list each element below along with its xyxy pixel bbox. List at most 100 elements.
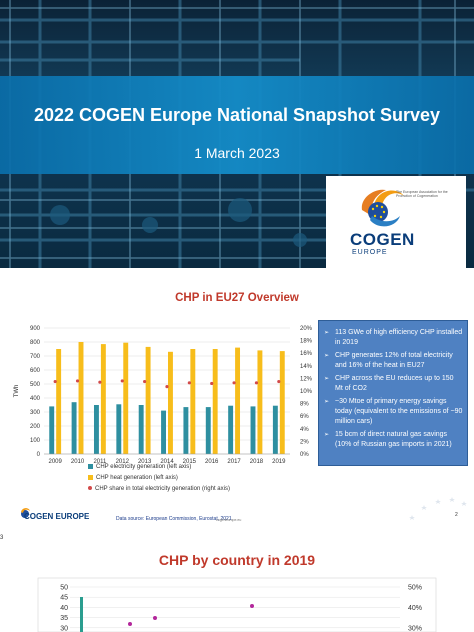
heat-bar [257,350,263,454]
title-slide: 2022 COGEN Europe National Snapshot Surv… [0,0,474,268]
fact-item: ➢ CHP generates 12% of total electricity … [319,351,463,371]
x-tick-label: 2014 [160,459,174,465]
share-point [277,379,281,384]
country-slide: CHP by country in 2019 50 45 40 35 30 50% 40% 3… [0,540,474,632]
chp-overview-chart: 0 100 200 300 400 500 600 700 800 900 0% 2% 4% 6% 8% 10… [14,326,313,465]
y-tick-label: 700 [30,354,41,360]
footer-logo-text: COGEN EUROPE [24,512,90,521]
arrow-bullet-icon: ➢ [324,399,330,405]
share-point [75,379,80,383]
legend-label: CHP share in total electricity generatio… [95,486,230,492]
heat-bar [56,349,62,454]
heat-bar [190,349,196,454]
fact-text: CHP across the EU reduces up to 150 Mt o… [335,375,454,392]
y2-tick-label: 0% [300,452,309,458]
cogen-swirl-icon [361,189,404,227]
y-tick-label: 300 [30,410,41,416]
y2-tick-label: 18% [300,339,313,345]
y2-tick-label: 40% [408,605,422,612]
slide-title: 2022 COGEN Europe National Snapshot Surv… [33,105,441,125]
y2-tick-label: 4% [300,427,309,433]
y-tick-label: 40 [60,605,68,612]
x-tick-label: 2018 [250,459,264,465]
x-tick-label: 2019 [272,459,286,465]
y-axis-title: TWh [14,385,20,398]
title-band [0,76,474,174]
electricity-bar [250,406,256,454]
y-tick-label: 35 [60,615,68,622]
heat-bar [78,342,84,454]
y2-tick-label: 10% [300,389,313,395]
legend-item: CHP heat generation (left axis) [88,475,178,481]
share-point [187,381,191,385]
key-facts-box: ➢ 113 GWe of high efficiency CHP installe… [318,320,468,466]
y2-tick-label: 2% [300,439,309,445]
y-tick-label: 600 [30,368,41,374]
y-tick-label: 50 [60,585,68,592]
page-number: 2 [455,512,458,518]
electricity-bar [116,404,122,454]
y-tick-label: 500 [30,382,41,388]
logo-subtext: EUROPE [352,249,388,256]
heat-bar [100,344,106,454]
eu-stars-decoration [409,497,467,520]
slide-date: 1 March 2023 [194,145,280,161]
logo-tagline: The European Association for the Promoti… [396,190,448,198]
country-share-point [153,616,157,620]
y-tick-label: 100 [30,438,41,444]
legend-label: CHP electricity generation (left axis) [96,464,192,471]
legend-item: CHP electricity generation (left axis) [88,464,191,470]
y2-tick-label: 50% [408,585,422,592]
share-point [120,379,124,383]
slide-title: CHP by country in 2019 [158,552,316,568]
source-text: Data source: European Commission, Eurost… [116,516,232,522]
y-tick-label: 800 [30,340,41,346]
electricity-bar [205,407,211,454]
legend-item: CHP share in total electricity generatio… [88,486,230,492]
chp-by-country-chart: 50 45 40 35 30 50% 40% 30% [37,577,437,632]
share-point [254,381,259,385]
arrow-bullet-icon: ➢ [324,376,330,382]
legend-swatch [88,486,92,491]
footer-url: cogeneurope.eu [216,518,242,522]
heat-bar [212,349,218,454]
data-source-note: Data source: European Commission, Eurost… [116,516,232,522]
legend-swatch [88,464,93,469]
y-tick-label: 0 [37,452,41,458]
cogen-swirl-small-icon [21,508,30,518]
slide-divider-mark: 3 [0,535,4,541]
share-point [143,379,147,384]
electricity-bar [161,410,166,454]
x-tick-label: 2016 [205,459,219,465]
y2-tick-label: 6% [300,414,309,420]
logo-wordmark: COGEN [350,230,415,249]
share-point [98,380,102,384]
cogen-logo: COGEN EUROPE The European Association fo… [326,176,466,268]
y-tick-label: 45 [60,595,68,602]
y-tick-label: 400 [30,396,41,402]
share-point [165,384,169,389]
x-tick-label: 2011 [93,459,107,465]
y2-tick-label: 20% [300,326,313,332]
fact-text: 15 bcm of direct natural gas savings (10… [335,431,452,448]
heat-bar [168,351,173,454]
y2-tick-label: 30% [408,625,422,632]
fact-item: ➢ ~30 Mtoe of primary energy savings toda… [319,397,463,427]
fact-text: CHP generates 12% of total electricity a… [335,352,453,369]
x-tick-label: 2015 [183,459,197,465]
electricity-bar [138,405,144,454]
fact-text: ~30 Mtoe of primary energy savings today… [335,398,463,425]
share-point [53,379,57,384]
y-tick-label: 30 [60,625,68,632]
electricity-bar [93,405,99,454]
y2-tick-label: 12% [300,376,313,382]
fact-text: 113 GWe of high efficiency CHP installed… [335,329,463,346]
heat-bar [145,346,151,454]
slide-title: CHP in EU27 Overview [175,292,299,304]
y2-tick-label: 8% [300,402,309,408]
y2-tick-label: 14% [300,364,313,370]
fact-item: ➢ CHP across the EU reduces up to 150 Mt … [319,374,463,394]
y-tick-label: 900 [30,326,41,332]
arrow-bullet-icon: ➢ [324,330,330,336]
chart-frame [37,577,437,632]
